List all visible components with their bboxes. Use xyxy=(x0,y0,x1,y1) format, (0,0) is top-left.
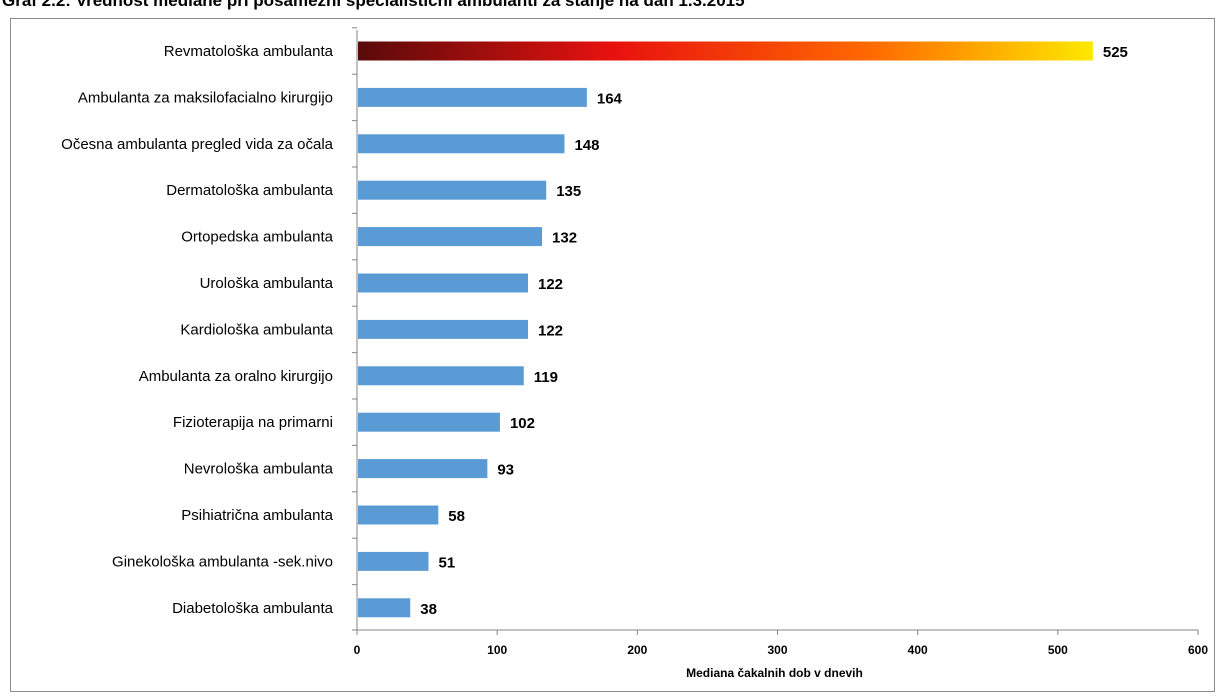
data-label: 58 xyxy=(448,508,465,525)
data-label: 122 xyxy=(538,276,563,293)
category-label: Ambulanta za maksilofacialno kirurgijo xyxy=(78,89,333,106)
data-label: 135 xyxy=(556,183,581,200)
category-label: Diabetološka ambulanta xyxy=(172,600,334,617)
x-tick-label: 0 xyxy=(354,643,361,657)
category-label: Ortopedska ambulanta xyxy=(181,229,333,246)
bar xyxy=(358,598,411,618)
data-label: 148 xyxy=(574,137,599,154)
bar xyxy=(358,180,547,200)
x-tick-label: 200 xyxy=(627,643,647,657)
data-label: 93 xyxy=(497,462,514,479)
category-label: Fizioterapija na primarni xyxy=(173,414,333,431)
category-label: Urološka ambulanta xyxy=(200,275,334,292)
category-label: Psihiatrična ambulanta xyxy=(181,507,333,524)
category-label: Ginekološka ambulanta -sek.nivo xyxy=(112,553,333,570)
bar xyxy=(358,505,439,525)
data-label: 51 xyxy=(438,554,455,571)
data-label: 119 xyxy=(534,369,558,386)
category-label: Revmatološka ambulanta xyxy=(164,43,334,60)
bar xyxy=(358,412,500,432)
chart-frame xyxy=(10,18,1215,692)
bar xyxy=(358,366,524,386)
category-label: Ambulanta za oralno kirurgijo xyxy=(139,368,333,385)
data-label: 38 xyxy=(420,601,437,618)
x-tick-label: 300 xyxy=(767,643,787,657)
bar xyxy=(358,87,587,107)
category-label: Dermatološka ambulanta xyxy=(166,182,333,199)
x-tick-label: 400 xyxy=(908,643,928,657)
chart-title: Graf 2.2: Vrednost mediane pri posamezni… xyxy=(2,0,745,10)
bar xyxy=(358,459,488,479)
x-axis-title: Mediana čakalnih dob v dnevih xyxy=(686,666,863,680)
bar xyxy=(358,227,543,247)
x-tick-label: 600 xyxy=(1188,643,1208,657)
bar xyxy=(358,319,529,339)
bar xyxy=(358,551,429,571)
x-tick-label: 500 xyxy=(1048,643,1068,657)
category-label: Nevrološka ambulanta xyxy=(184,461,334,478)
category-label: Očesna ambulanta pregled vida za očala xyxy=(61,136,333,153)
category-label: Kardiološka ambulanta xyxy=(180,321,333,338)
data-label: 132 xyxy=(552,230,577,247)
plot-area: 0 100 200 300 400 500 600 Revmatološka ambulant… xyxy=(61,27,1208,657)
data-label: 164 xyxy=(597,90,623,107)
x-tick-label: 100 xyxy=(487,643,507,657)
data-label: 122 xyxy=(538,322,563,339)
data-label: 102 xyxy=(510,415,535,432)
bar xyxy=(358,134,565,154)
bar xyxy=(358,273,529,293)
bar-highlighted xyxy=(358,41,1093,61)
data-label: 525 xyxy=(1103,44,1128,61)
